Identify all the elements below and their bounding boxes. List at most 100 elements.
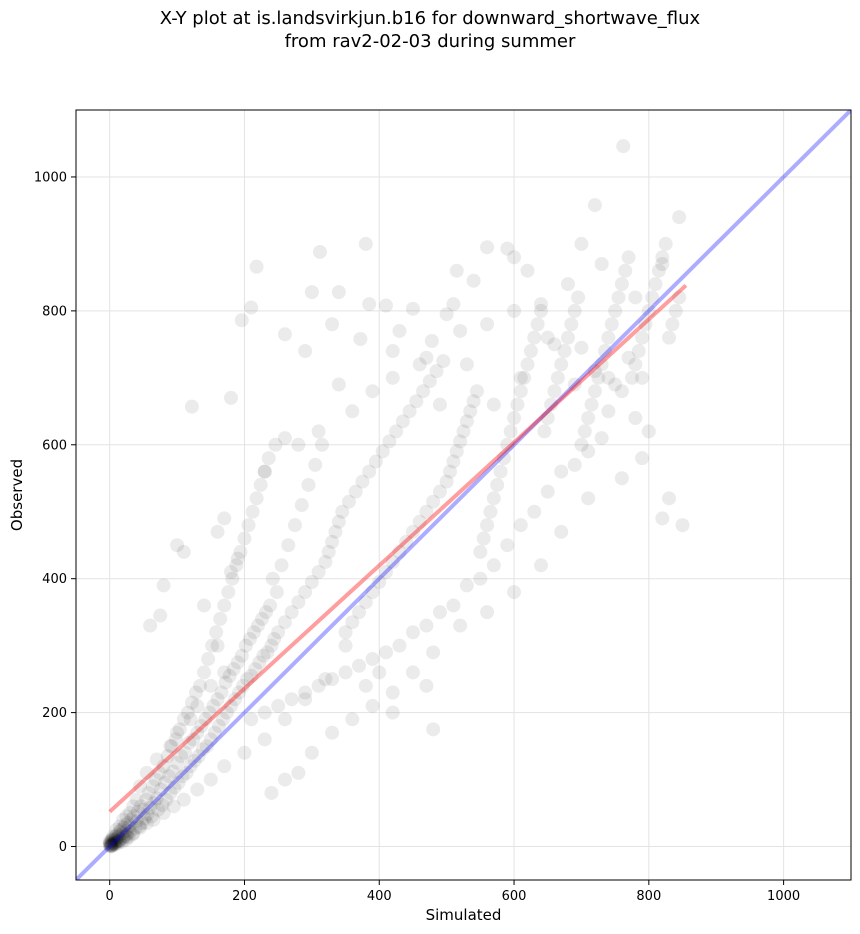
data-point xyxy=(385,705,400,720)
data-point xyxy=(372,665,387,680)
data-point xyxy=(274,558,289,573)
data-point xyxy=(567,377,582,392)
data-point xyxy=(126,826,141,841)
data-point xyxy=(635,370,650,385)
data-point xyxy=(587,364,602,379)
data-point xyxy=(213,611,228,626)
data-point xyxy=(439,474,454,489)
data-point xyxy=(453,323,468,338)
data-point xyxy=(348,484,363,499)
data-point xyxy=(240,672,255,687)
data-point xyxy=(242,631,257,646)
x-tick-label: 800 xyxy=(636,889,661,904)
data-point xyxy=(446,297,461,312)
data-point xyxy=(121,830,136,845)
data-point xyxy=(106,831,121,846)
data-point xyxy=(264,785,279,800)
data-point xyxy=(594,357,609,372)
data-point xyxy=(379,298,393,313)
data-point xyxy=(358,595,373,610)
data-point xyxy=(655,511,670,526)
data-point xyxy=(131,804,145,819)
data-point xyxy=(250,618,265,633)
data-point xyxy=(560,330,575,345)
data-point xyxy=(102,834,117,849)
data-point xyxy=(197,665,212,680)
data-point xyxy=(291,595,306,610)
data-point xyxy=(104,834,119,849)
data-point xyxy=(507,303,522,318)
data-point xyxy=(335,504,350,519)
data-point xyxy=(446,454,461,469)
data-point xyxy=(507,585,522,600)
data-point xyxy=(129,792,144,807)
data-point xyxy=(133,799,148,814)
data-point xyxy=(453,618,468,633)
data-point xyxy=(382,434,397,449)
data-point xyxy=(153,782,168,797)
data-point xyxy=(419,504,434,519)
data-point xyxy=(122,824,137,839)
data-point xyxy=(449,444,464,459)
data-point xyxy=(201,652,216,667)
data-point xyxy=(608,377,623,392)
data-point xyxy=(668,303,683,318)
data-point xyxy=(166,799,181,814)
x-tick-label: 400 xyxy=(367,889,392,904)
data-point xyxy=(507,411,522,425)
data-point xyxy=(358,236,373,251)
data-point xyxy=(321,544,336,559)
data-point xyxy=(211,719,226,733)
data-point xyxy=(264,638,279,653)
data-point xyxy=(362,297,377,312)
data-point xyxy=(392,323,407,338)
data-point xyxy=(311,424,326,439)
data-point xyxy=(338,665,353,680)
data-point xyxy=(190,725,205,740)
data-point xyxy=(114,834,129,849)
data-point xyxy=(365,698,380,713)
data-point xyxy=(672,290,687,305)
data-point xyxy=(641,303,656,318)
data-point xyxy=(419,350,434,365)
data-point xyxy=(325,317,340,332)
data-point xyxy=(304,285,319,300)
data-point xyxy=(547,384,562,399)
data-point xyxy=(416,384,431,399)
data-point xyxy=(206,698,221,713)
data-point xyxy=(115,826,130,841)
data-point xyxy=(510,397,525,412)
data-point xyxy=(245,504,260,519)
data-point xyxy=(248,662,263,677)
data-point xyxy=(136,802,151,817)
data-point xyxy=(166,764,181,779)
data-point xyxy=(179,765,194,780)
data-point xyxy=(480,240,495,255)
data-point xyxy=(439,307,454,322)
data-point xyxy=(314,437,329,452)
data-point xyxy=(443,464,458,479)
data-point xyxy=(156,806,171,821)
data-point xyxy=(126,809,141,824)
data-point xyxy=(614,277,629,292)
data-point xyxy=(628,290,643,305)
data-point xyxy=(139,792,154,807)
data-point xyxy=(187,753,202,768)
data-point xyxy=(560,277,575,292)
data-point xyxy=(362,464,377,479)
data-point xyxy=(641,424,656,439)
data-point xyxy=(203,732,218,747)
data-point xyxy=(574,340,589,355)
data-point xyxy=(133,779,148,794)
data-point xyxy=(152,765,167,780)
data-point xyxy=(267,631,282,646)
data-point xyxy=(106,836,121,851)
data-point xyxy=(616,139,631,154)
data-point xyxy=(527,504,542,519)
data-point xyxy=(358,678,373,693)
data-point xyxy=(399,534,414,549)
data-point xyxy=(197,598,212,613)
data-point xyxy=(217,759,232,774)
data-point xyxy=(106,829,121,844)
data-point xyxy=(480,518,495,533)
